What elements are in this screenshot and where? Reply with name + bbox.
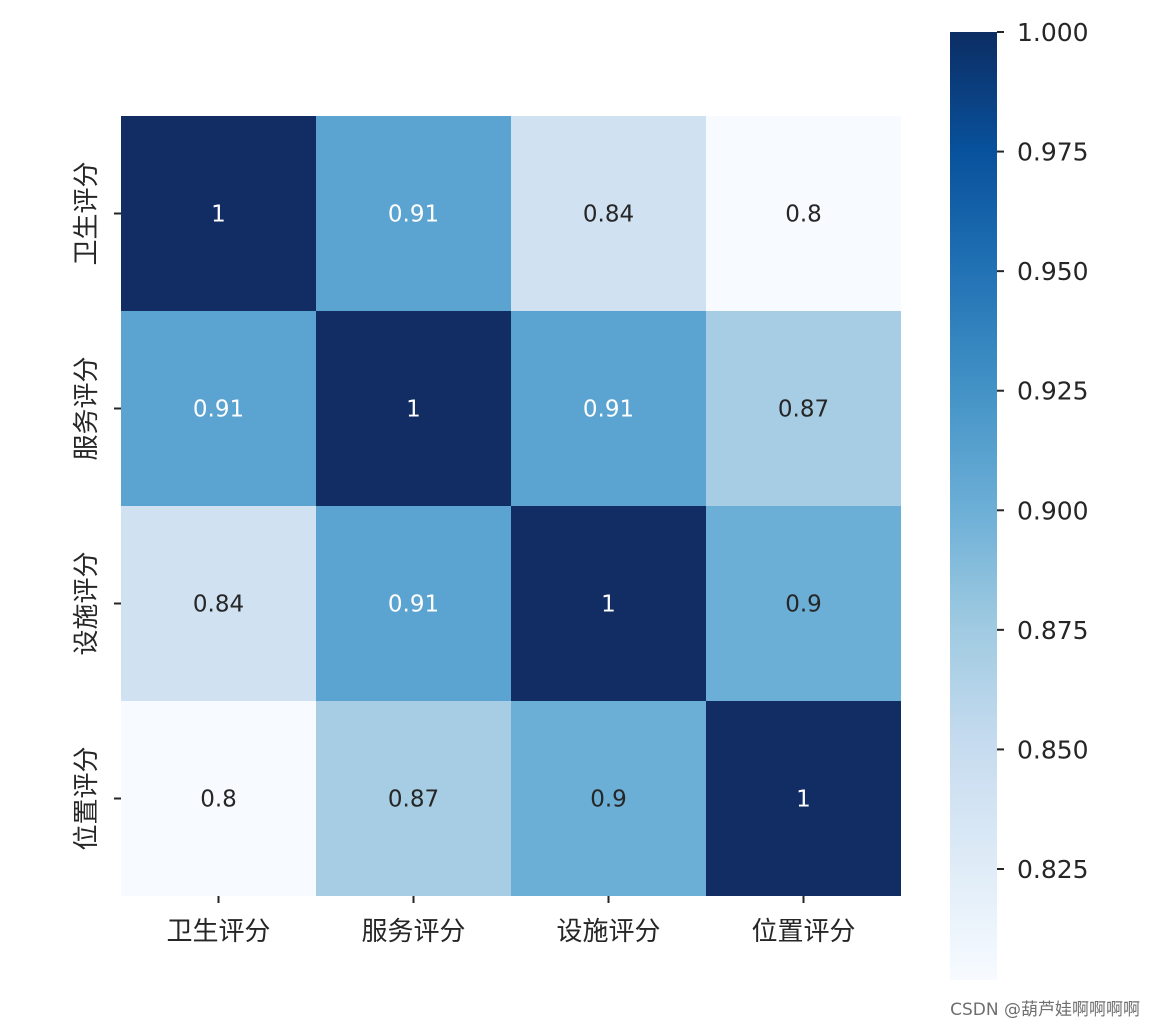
heatmap-cell-r2-c1 xyxy=(316,506,511,701)
x-axis: 卫生评分 服务评分 设施评分 位置评分 xyxy=(166,896,856,947)
x-tick-label-0: 卫生评分 xyxy=(166,917,270,947)
cell-annotation-r3-c3: 1 xyxy=(796,787,811,813)
x-tick-label-2: 设施评分 xyxy=(556,917,660,947)
colorbar-tick-label-3: 0.925 xyxy=(1017,377,1089,406)
heatmap-cell-r1-c3 xyxy=(706,311,901,506)
heatmap-cells xyxy=(121,116,901,896)
colorbar-tick-label-5: 0.875 xyxy=(1017,616,1089,645)
y-tick-label-2: 设施评分 xyxy=(72,551,102,655)
heatmap-cell-r0-c2 xyxy=(511,116,706,311)
cell-annotation-r1-c3: 0.87 xyxy=(778,397,829,423)
heatmap-cell-r0-c0 xyxy=(121,116,316,311)
y-tick-label-1: 服务评分 xyxy=(72,356,102,460)
heatmap-cell-r1-c2 xyxy=(511,311,706,506)
colorbar-tick-label-0: 1.000 xyxy=(1017,18,1089,47)
cell-annotation-r3-c2: 0.9 xyxy=(590,787,627,813)
cell-annotation-r2-c1: 0.91 xyxy=(388,592,439,618)
y-tick-label-0: 卫生评分 xyxy=(72,161,102,265)
heatmap-cell-r3-c3 xyxy=(706,701,901,896)
colorbar xyxy=(950,32,997,980)
heatmap-cell-r3-c0 xyxy=(121,701,316,896)
colorbar-gradient xyxy=(950,32,997,980)
x-tick-label-3: 位置评分 xyxy=(751,917,855,947)
heatmap-cell-r3-c2 xyxy=(511,701,706,896)
heatmap-cell-r1-c0 xyxy=(121,311,316,506)
heatmap-cell-r1-c1 xyxy=(316,311,511,506)
watermark-text: CSDN @葫芦娃啊啊啊啊 xyxy=(950,1000,1140,1020)
cell-annotation-r2-c2: 1 xyxy=(601,592,616,618)
heatmap-cell-r3-c1 xyxy=(316,701,511,896)
heatmap-cell-r0-c3 xyxy=(706,116,901,311)
heatmap-cell-r2-c2 xyxy=(511,506,706,701)
cell-annotation-r1-c0: 0.91 xyxy=(193,397,244,423)
cell-annotation-r0-c3: 0.8 xyxy=(785,202,822,228)
cell-annotation-r0-c2: 0.84 xyxy=(583,202,634,228)
heatmap-cell-r2-c0 xyxy=(121,506,316,701)
heatmap-cell-r0-c1 xyxy=(316,116,511,311)
heatmap-annotations: 1 0.91 0.84 0.80.91 1 0.91 0.870.84 0.91 1 0.90.8… xyxy=(193,202,829,813)
cell-annotation-r0-c0: 1 xyxy=(211,202,226,228)
colorbar-tick-label-1: 0.975 xyxy=(1017,138,1089,167)
x-tick-label-1: 服务评分 xyxy=(361,917,465,947)
cell-annotation-r2-c0: 0.84 xyxy=(193,592,244,618)
colorbar-ticks: 1.000 0.975 0.950 0.925 0.900 0.875 0.850 0.825 xyxy=(997,18,1089,884)
colorbar-tick-label-4: 0.900 xyxy=(1017,496,1089,525)
colorbar-tick-label-2: 0.950 xyxy=(1017,257,1089,286)
cell-annotation-r3-c1: 0.87 xyxy=(388,787,439,813)
cell-annotation-r1-c2: 0.91 xyxy=(583,397,634,423)
cell-annotation-r1-c1: 1 xyxy=(406,397,421,423)
heatmap-cell-r2-c3 xyxy=(706,506,901,701)
y-tick-label-3: 位置评分 xyxy=(72,746,102,850)
colorbar-tick-label-6: 0.850 xyxy=(1017,735,1089,764)
cell-annotation-r3-c0: 0.8 xyxy=(200,787,237,813)
cell-annotation-r0-c1: 0.91 xyxy=(388,202,439,228)
colorbar-tick-label-7: 0.825 xyxy=(1017,855,1089,884)
cell-annotation-r2-c3: 0.9 xyxy=(785,592,822,618)
